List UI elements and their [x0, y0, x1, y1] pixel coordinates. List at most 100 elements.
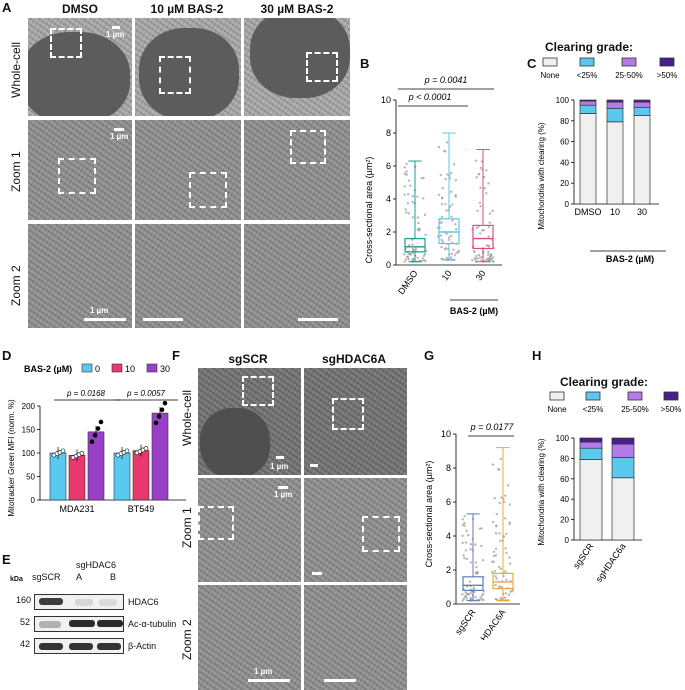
- column-title-sgscr: sgSCR: [228, 352, 268, 366]
- data-point: [476, 257, 480, 260]
- data-point: [463, 556, 466, 560]
- panel-label-b: B: [360, 56, 370, 71]
- row-title-zoom1: Zoom 1: [180, 507, 194, 548]
- bar-segment: [579, 113, 597, 205]
- column-title-sghdac6a: sgHDAC6A: [321, 352, 386, 366]
- box: [492, 572, 514, 590]
- row-title-zoom1: Zoom 1: [9, 151, 23, 192]
- data-point: [504, 494, 507, 497]
- data-point: [403, 260, 406, 263]
- panel-label-d: D: [2, 348, 12, 363]
- legend-25-50: 25-50%: [621, 405, 649, 414]
- y-axis-label: Mitochondria with clearing (%): [537, 438, 546, 545]
- y-tick-label: 8: [446, 463, 451, 473]
- row-title-whole-cell: Whole-cell: [180, 389, 194, 446]
- data-point: [500, 496, 503, 499]
- data-point: [465, 597, 468, 600]
- y-axis-label: Cross-sectional area (µm²): [364, 157, 374, 264]
- bar-chart-d: BAS-2 (µM) 0 10 30 Mitotracker Green MFI…: [7, 363, 186, 517]
- data-point: [439, 234, 443, 237]
- data-point: [475, 566, 478, 569]
- data-point: [450, 252, 454, 256]
- data-point: [454, 228, 458, 231]
- data-point: [472, 586, 476, 590]
- data-point: [162, 400, 168, 406]
- data-point: [461, 541, 464, 545]
- data-point: [488, 212, 492, 215]
- scalebar-label: 1 µm: [270, 462, 289, 471]
- data-point: [474, 543, 477, 546]
- bar: [132, 450, 150, 501]
- legend-10: 10: [125, 364, 135, 374]
- em-image-dmso-whole: 1 µm: [28, 18, 132, 116]
- data-point: [443, 248, 447, 251]
- scalebar-label: 1 µm: [106, 30, 125, 39]
- bar: [49, 452, 67, 501]
- data-point: [412, 258, 415, 261]
- lane-label-b: B: [110, 572, 117, 582]
- p-value-2: p = 0.0057: [126, 389, 166, 398]
- data-point: [461, 523, 465, 527]
- stacked-bar-chart-c: Mitochondria with clearing (%) 0 20 40 60 80…: [537, 96, 666, 264]
- y-tick-label: 100: [22, 449, 36, 458]
- data-point: [423, 213, 427, 217]
- bar-segment: [579, 104, 597, 114]
- data-point: [424, 233, 427, 236]
- data-point: [407, 244, 411, 247]
- panel-label-h: H: [532, 348, 542, 363]
- data-point: [405, 255, 409, 258]
- data-point: [474, 257, 477, 260]
- data-point: [488, 221, 491, 224]
- em-image-sgscr-zoom2: 1 µm: [198, 585, 301, 690]
- data-point: [465, 557, 469, 561]
- data-point: [445, 209, 448, 212]
- x-tick-label: BT549: [128, 504, 155, 514]
- data-point: [449, 190, 453, 193]
- data-point: [480, 229, 484, 232]
- data-point: [481, 592, 485, 596]
- y-tick-label: 0: [446, 599, 451, 609]
- data-point: [479, 166, 483, 170]
- em-image-10um-zoom1: [135, 120, 241, 220]
- y-tick-label: 60: [560, 138, 569, 147]
- data-point: [499, 457, 503, 461]
- data-point: [465, 592, 468, 596]
- data-point: [499, 567, 502, 570]
- data-point: [440, 215, 444, 219]
- x-tick-label: sgHDAC6a: [594, 541, 628, 584]
- bar-segment: [606, 121, 624, 205]
- em-image-10um-zoom2: [135, 224, 241, 328]
- bar-segment: [606, 101, 624, 109]
- data-point: [403, 172, 407, 175]
- y-tick-label: 4: [386, 194, 391, 204]
- data-point: [405, 170, 408, 173]
- blot-beta-actin: [34, 638, 124, 654]
- protein-hdac6: HDAC6: [128, 597, 159, 607]
- y-tick-label: 0: [386, 260, 391, 270]
- data-point: [450, 234, 453, 238]
- data-point: [464, 541, 468, 544]
- blot-ac-tubulin: [34, 616, 124, 632]
- data-point: [469, 548, 472, 551]
- x-tick-label: DMSO: [396, 268, 420, 296]
- data-point: [437, 145, 441, 149]
- data-point: [454, 179, 458, 182]
- data-point: [461, 518, 464, 521]
- legend-none: None: [540, 71, 560, 80]
- data-point: [478, 527, 481, 530]
- data-point: [143, 446, 149, 451]
- box: [462, 576, 484, 592]
- data-point: [485, 192, 488, 195]
- data-point: [475, 572, 478, 575]
- bar-segment: [633, 99, 651, 103]
- em-image-sghdac6a-zoom1: [304, 478, 407, 582]
- x-tick-label: MDA231: [59, 504, 94, 514]
- data-point: [448, 238, 451, 242]
- em-image-10um-whole: [135, 18, 241, 116]
- y-tick-label: 20: [560, 516, 569, 525]
- data-point: [405, 211, 408, 214]
- data-point: [504, 547, 507, 550]
- em-image-dmso-zoom1: 1 µm: [28, 120, 132, 220]
- marker-160: 160: [16, 595, 32, 605]
- y-tick-label: 0: [31, 496, 36, 505]
